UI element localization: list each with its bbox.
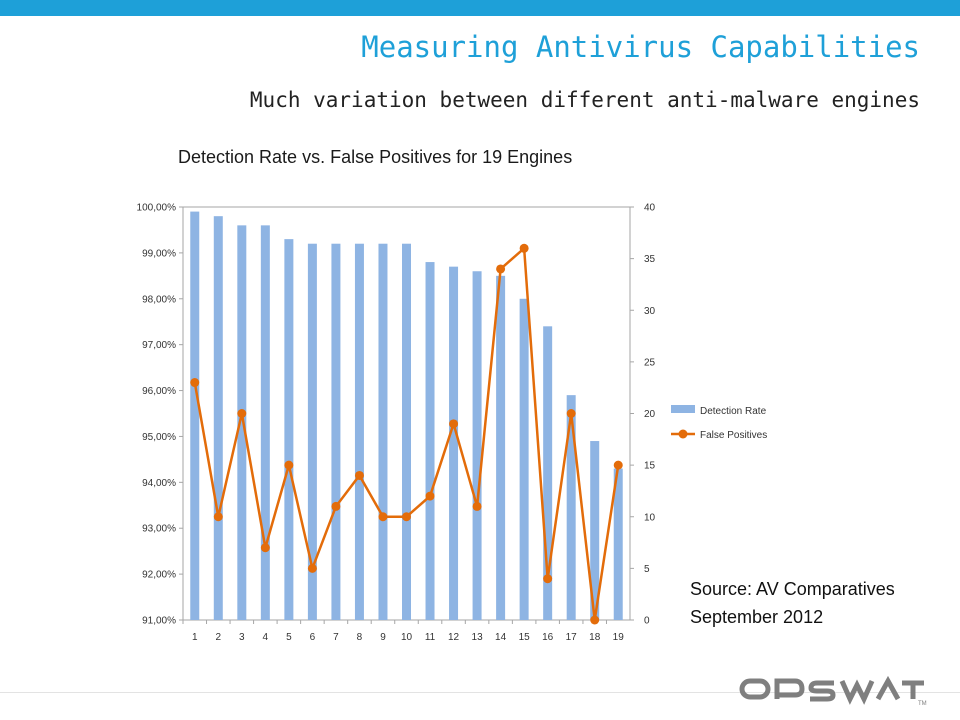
point-false-positives [284, 460, 294, 470]
source-line-2: September 2012 [690, 607, 824, 627]
point-false-positives [566, 409, 576, 418]
x-axis-tick-label: 5 [286, 632, 292, 643]
point-false-positives [402, 512, 411, 522]
point-false-positives [543, 574, 553, 584]
bar-detection-rate [354, 243, 364, 620]
right-axis-tick-label: 0 [644, 616, 650, 627]
slide-subtitle: Much variation between different anti-ma… [249, 88, 920, 112]
bar-detection-rate [190, 211, 200, 621]
bar-detection-rate [449, 266, 459, 620]
right-axis-tick-label: 35 [644, 254, 656, 265]
x-axis-tick-label: 1 [192, 632, 198, 643]
x-axis-tick-label: 7 [333, 632, 339, 643]
right-axis-tick-label: 40 [644, 203, 656, 214]
logo-tm: TM [918, 701, 927, 707]
point-false-positives [354, 470, 364, 480]
point-false-positives [425, 491, 435, 501]
bar-detection-rate [331, 243, 341, 620]
bar-detection-rate [566, 395, 576, 620]
x-axis-tick-label: 8 [357, 632, 363, 643]
left-axis-tick-label: 91,00% [142, 616, 176, 627]
point-false-positives [260, 543, 270, 553]
left-axis-tick-label: 93,00% [142, 524, 176, 535]
left-axis-tick-label: 94,00% [142, 478, 176, 489]
point-false-positives [496, 264, 506, 274]
bar-detection-rate [284, 239, 294, 620]
chart-title: Detection Rate vs. False Positives for 1… [178, 147, 573, 167]
x-axis-tick-label: 13 [472, 632, 484, 643]
bar-detection-rate [402, 243, 411, 620]
left-axis-tick-label: 95,00% [142, 432, 176, 443]
right-axis-tick-label: 5 [644, 564, 650, 575]
x-axis-tick-label: 15 [519, 632, 531, 643]
x-axis-tick-label: 19 [613, 632, 625, 643]
left-axis-tick-label: 99,00% [142, 248, 176, 259]
right-axis-tick-label: 15 [644, 461, 656, 472]
point-false-positives [519, 243, 529, 253]
x-axis-tick-label: 14 [495, 632, 507, 643]
left-axis-tick-label: 92,00% [142, 570, 176, 581]
top-accent-bar [0, 0, 960, 16]
x-axis-tick-label: 9 [380, 632, 386, 643]
bar-detection-rate [260, 225, 270, 620]
x-axis-tick-label: 2 [216, 632, 222, 643]
bar-detection-rate [496, 275, 506, 620]
footer-divider [0, 692, 960, 693]
opswat-logo: TM [739, 675, 927, 707]
bar-detection-rate [237, 225, 247, 620]
left-axis-tick-label: 100,00% [137, 203, 177, 214]
legend-swatch-false-positives-marker [678, 429, 688, 439]
x-axis-tick-label: 17 [566, 632, 578, 643]
point-false-positives [307, 563, 317, 573]
point-false-positives [213, 512, 223, 522]
x-axis-tick-label: 3 [239, 632, 245, 643]
x-axis-tick-label: 4 [263, 632, 269, 643]
bar-detection-rate [613, 468, 623, 620]
left-axis-tick-label: 96,00% [142, 386, 176, 397]
legend-swatch-detection-rate [671, 405, 695, 413]
point-false-positives [378, 512, 388, 522]
point-false-positives [237, 409, 247, 418]
bar-detection-rate [519, 298, 529, 620]
legend-label-detection-rate: Detection Rate [700, 406, 767, 417]
left-axis-tick-label: 97,00% [142, 340, 176, 351]
source-note: Source: AV Comparatives September 2012 [690, 575, 895, 631]
point-false-positives [190, 378, 200, 388]
right-axis-tick-label: 30 [644, 306, 656, 317]
bar-detection-rate [378, 243, 388, 620]
x-axis-tick-label: 16 [542, 632, 554, 643]
point-false-positives [590, 615, 600, 625]
right-axis-tick-label: 10 [644, 512, 656, 523]
bar-detection-rate [307, 243, 317, 620]
point-false-positives [613, 460, 623, 470]
x-axis-tick-label: 10 [401, 632, 413, 643]
right-axis-tick-label: 25 [644, 357, 656, 368]
x-axis-tick-label: 11 [425, 632, 436, 643]
right-axis-tick-label: 20 [644, 409, 656, 420]
source-line-1: Source: AV Comparatives [690, 579, 895, 599]
bar-detection-rate [590, 441, 600, 620]
bar-detection-rate [425, 262, 435, 620]
point-false-positives [331, 501, 341, 511]
x-axis-tick-label: 12 [448, 632, 460, 643]
legend-label-false-positives: False Positives [700, 430, 767, 441]
point-false-positives [449, 419, 459, 429]
left-axis-tick-label: 98,00% [142, 294, 176, 305]
point-false-positives [472, 501, 482, 511]
x-axis-tick-label: 6 [310, 632, 316, 643]
x-axis-tick-label: 18 [589, 632, 601, 643]
bar-detection-rate [472, 271, 482, 620]
bar-detection-rate [213, 216, 223, 620]
bar-detection-rate [543, 326, 553, 620]
slide-title: Measuring Antivirus Capabilities [361, 30, 920, 64]
